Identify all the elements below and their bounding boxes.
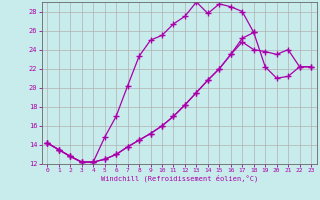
- X-axis label: Windchill (Refroidissement éolien,°C): Windchill (Refroidissement éolien,°C): [100, 175, 258, 182]
